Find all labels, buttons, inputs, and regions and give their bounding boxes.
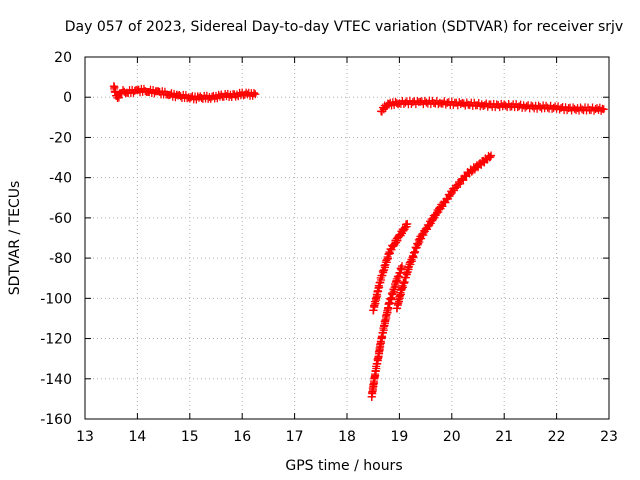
y-tick-label: -80 (49, 251, 72, 267)
x-tick-label: 14 (128, 429, 146, 445)
data-point (486, 153, 495, 162)
data-point (419, 231, 428, 240)
x-tick-label: 13 (76, 429, 94, 445)
y-tick-label: 0 (63, 90, 72, 106)
axis-ticks (84, 56, 610, 420)
x-tick-label: 16 (233, 429, 251, 445)
data-point (393, 236, 402, 245)
y-tick-label: -160 (40, 412, 72, 428)
series-4 (367, 262, 407, 401)
data-point (425, 221, 434, 230)
x-tick-label: 17 (286, 429, 304, 445)
data-point (249, 88, 258, 97)
data-point (403, 219, 412, 228)
x-tick-labels: 13 14 15 16 17 18 19 20 21 22 23 (76, 429, 618, 445)
series-1 (109, 82, 260, 104)
y-tick-label: -40 (49, 171, 72, 187)
data-point (398, 262, 407, 271)
series-2 (377, 96, 608, 116)
y-tick-label: -140 (40, 372, 72, 388)
grid-lines (85, 57, 609, 419)
y-tick-label: -100 (40, 291, 72, 307)
x-tick-label: 15 (181, 429, 199, 445)
y-axis-label: SDTVAR / TECUs (7, 181, 23, 296)
data-point (459, 176, 468, 185)
x-tick-label: 23 (600, 429, 618, 445)
x-axis-label: GPS time / hours (285, 458, 402, 474)
data-point (429, 215, 438, 224)
data-point (599, 105, 608, 114)
x-tick-label: 19 (390, 429, 408, 445)
data-point (487, 151, 496, 160)
data-points (109, 82, 608, 401)
data-point (392, 238, 401, 247)
chart-title: Day 057 of 2023, Sidereal Day-to-day VTE… (65, 19, 623, 35)
series-3 (369, 219, 412, 315)
data-point (423, 225, 432, 234)
data-point (251, 90, 260, 99)
y-tick-labels: 20 0 -20 -40 -60 -80 -100 -120 -140 -160 (40, 50, 72, 428)
y-tick-label: -120 (40, 332, 72, 348)
x-tick-label: 20 (443, 429, 461, 445)
x-tick-label: 22 (548, 429, 566, 445)
y-tick-label: -60 (49, 211, 72, 227)
y-tick-label: -20 (49, 130, 72, 146)
data-point (399, 226, 408, 235)
y-tick-label: 20 (54, 50, 72, 66)
series-5 (392, 151, 496, 313)
x-tick-label: 21 (495, 429, 513, 445)
x-tick-label: 18 (338, 429, 356, 445)
